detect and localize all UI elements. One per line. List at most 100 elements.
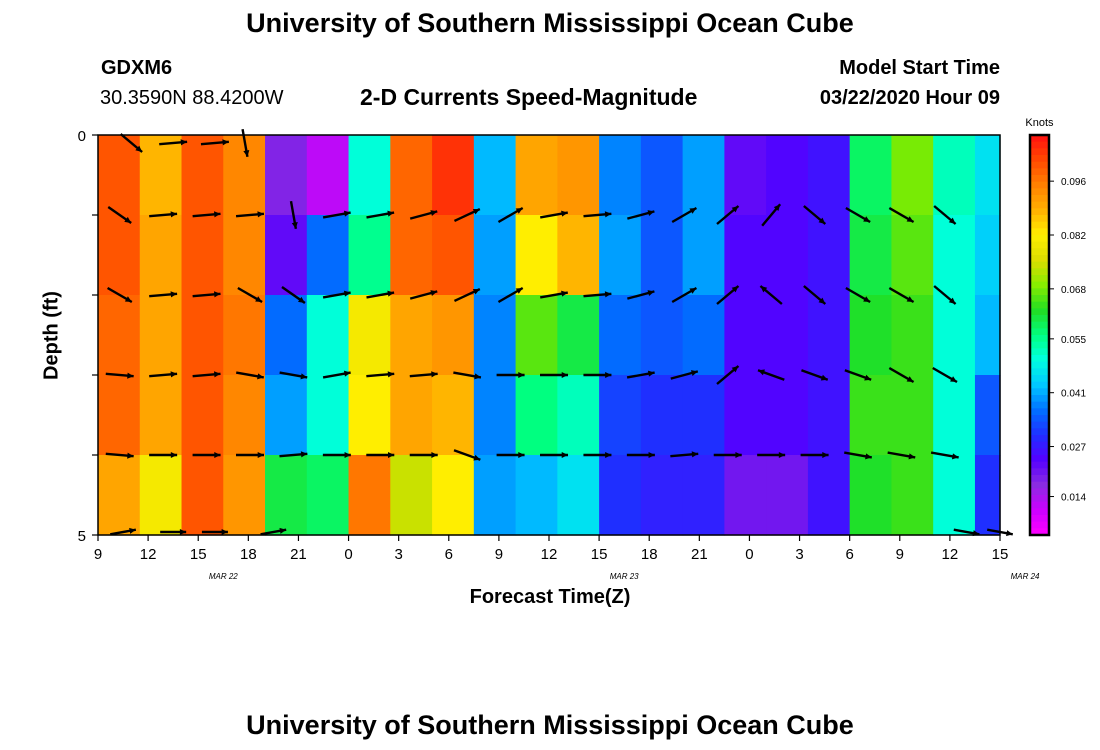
heatmap-cells: [98, 135, 1001, 536]
heatmap-cell: [599, 135, 642, 216]
y-tick-label: 0: [78, 128, 86, 145]
current-arrow: [409, 371, 438, 378]
colorbar-segment: [1030, 515, 1049, 523]
heatmap-cell: [223, 135, 266, 216]
current-arrow: [409, 451, 438, 459]
colorbar-segment: [1030, 155, 1049, 163]
colorbar-segment: [1030, 301, 1049, 309]
current-arrow: [110, 527, 137, 536]
colorbar: Knots 0.096 0.082 0.068 0.055 0.041 0.027 0.014: [1025, 117, 1086, 537]
arrow-head: [430, 290, 438, 296]
current-arrow: [260, 527, 287, 536]
arrow-head: [387, 290, 395, 297]
arrow-head: [279, 527, 287, 534]
y-tick-label: 5: [78, 528, 86, 545]
heatmap-cell: [766, 295, 809, 376]
heatmap-cell: [98, 455, 141, 536]
heatmap-cell: [557, 455, 600, 536]
current-arrow: [540, 290, 569, 299]
current-arrow: [716, 205, 740, 225]
heatmap-cell: [181, 455, 224, 536]
heatmap-cell: [682, 295, 725, 376]
current-arrow: [497, 286, 524, 304]
arrow-head: [731, 286, 739, 293]
arrow-head: [473, 454, 481, 461]
colorbar-segment: [1030, 288, 1049, 296]
x-tick-label: 15: [591, 546, 608, 563]
current-arrow: [803, 205, 827, 225]
heatmap-cell: [849, 215, 893, 296]
x-tick-label: 12: [942, 546, 959, 563]
colorbar-segment: [1030, 188, 1049, 196]
current-arrow: [159, 139, 188, 146]
colorbar-segment: [1030, 368, 1049, 376]
heatmap-cell: [849, 135, 893, 216]
current-arrow: [322, 290, 351, 299]
current-arrow: [844, 369, 872, 381]
heatmap-cell: [139, 135, 183, 216]
heatmap-cell: [390, 215, 433, 296]
heatmap-cell: [348, 135, 391, 216]
arrow-head: [430, 210, 438, 216]
heatmap-cell: [849, 455, 893, 536]
colorbar-segment: [1030, 135, 1049, 143]
page-title-bottom: University of Southern Mississippi Ocean…: [246, 710, 854, 740]
current-arrow: [279, 451, 308, 458]
arrow-head: [773, 204, 781, 212]
colorbar-segment: [1030, 248, 1049, 256]
arrow-head: [515, 208, 523, 214]
heatmap-cell: [682, 375, 725, 456]
current-arrow: [241, 129, 250, 157]
heatmap-cell: [473, 455, 517, 536]
colorbar-segment: [1030, 448, 1049, 456]
colorbar-segment: [1030, 421, 1049, 429]
heatmap-cell: [139, 375, 183, 456]
heatmap-cell: [891, 135, 934, 216]
current-arrow: [149, 371, 178, 378]
colorbar-tick-label: 0.027: [1061, 443, 1086, 454]
heatmap-cell: [98, 375, 141, 456]
heatmap-cell: [306, 375, 350, 456]
current-arrow: [149, 211, 178, 218]
heatmap-cell: [766, 455, 809, 536]
x-tick-label: 6: [445, 546, 453, 563]
arrow-head: [135, 145, 143, 152]
colorbar-tick-label: 0.041: [1061, 389, 1086, 400]
current-arrow: [119, 133, 143, 153]
heatmap-cell: [98, 295, 141, 376]
current-arrow: [932, 366, 958, 384]
current-arrow: [497, 206, 524, 224]
heatmap-cell: [306, 295, 350, 376]
current-arrow: [761, 203, 782, 227]
heatmap-cell: [265, 295, 308, 376]
heatmap-cell: [766, 375, 809, 456]
heatmap-cell: [807, 455, 851, 536]
arrow-head: [863, 296, 871, 302]
current-arrow: [105, 372, 134, 379]
heatmap-cell: [348, 295, 391, 376]
arrow-head: [170, 291, 178, 298]
arrow-head: [257, 451, 265, 459]
heatmap-cell: [849, 295, 893, 376]
arrow-head: [179, 528, 187, 536]
arrow-head: [950, 376, 958, 382]
heatmap-cell: [557, 295, 600, 376]
arrow-head: [291, 222, 298, 229]
colorbar-segment: [1030, 148, 1049, 156]
colorbar-segment: [1030, 475, 1049, 483]
heatmap-cell: [724, 295, 767, 376]
arrow-head: [690, 370, 698, 376]
arrow-head: [343, 290, 351, 297]
arrow-head: [255, 296, 263, 302]
heatmap-cell: [306, 215, 350, 296]
heatmap-cell: [473, 375, 517, 456]
x-tick-label: 0: [745, 546, 753, 563]
current-arrow: [626, 451, 655, 459]
arrow-head: [605, 451, 612, 459]
model-start-label: Model Start Time: [839, 57, 1000, 79]
arrow-head: [818, 297, 826, 304]
arrow-head: [300, 373, 308, 380]
arrow-head: [243, 150, 250, 157]
arrow-head: [518, 371, 525, 379]
colorbar-unit: Knots: [1025, 117, 1054, 129]
